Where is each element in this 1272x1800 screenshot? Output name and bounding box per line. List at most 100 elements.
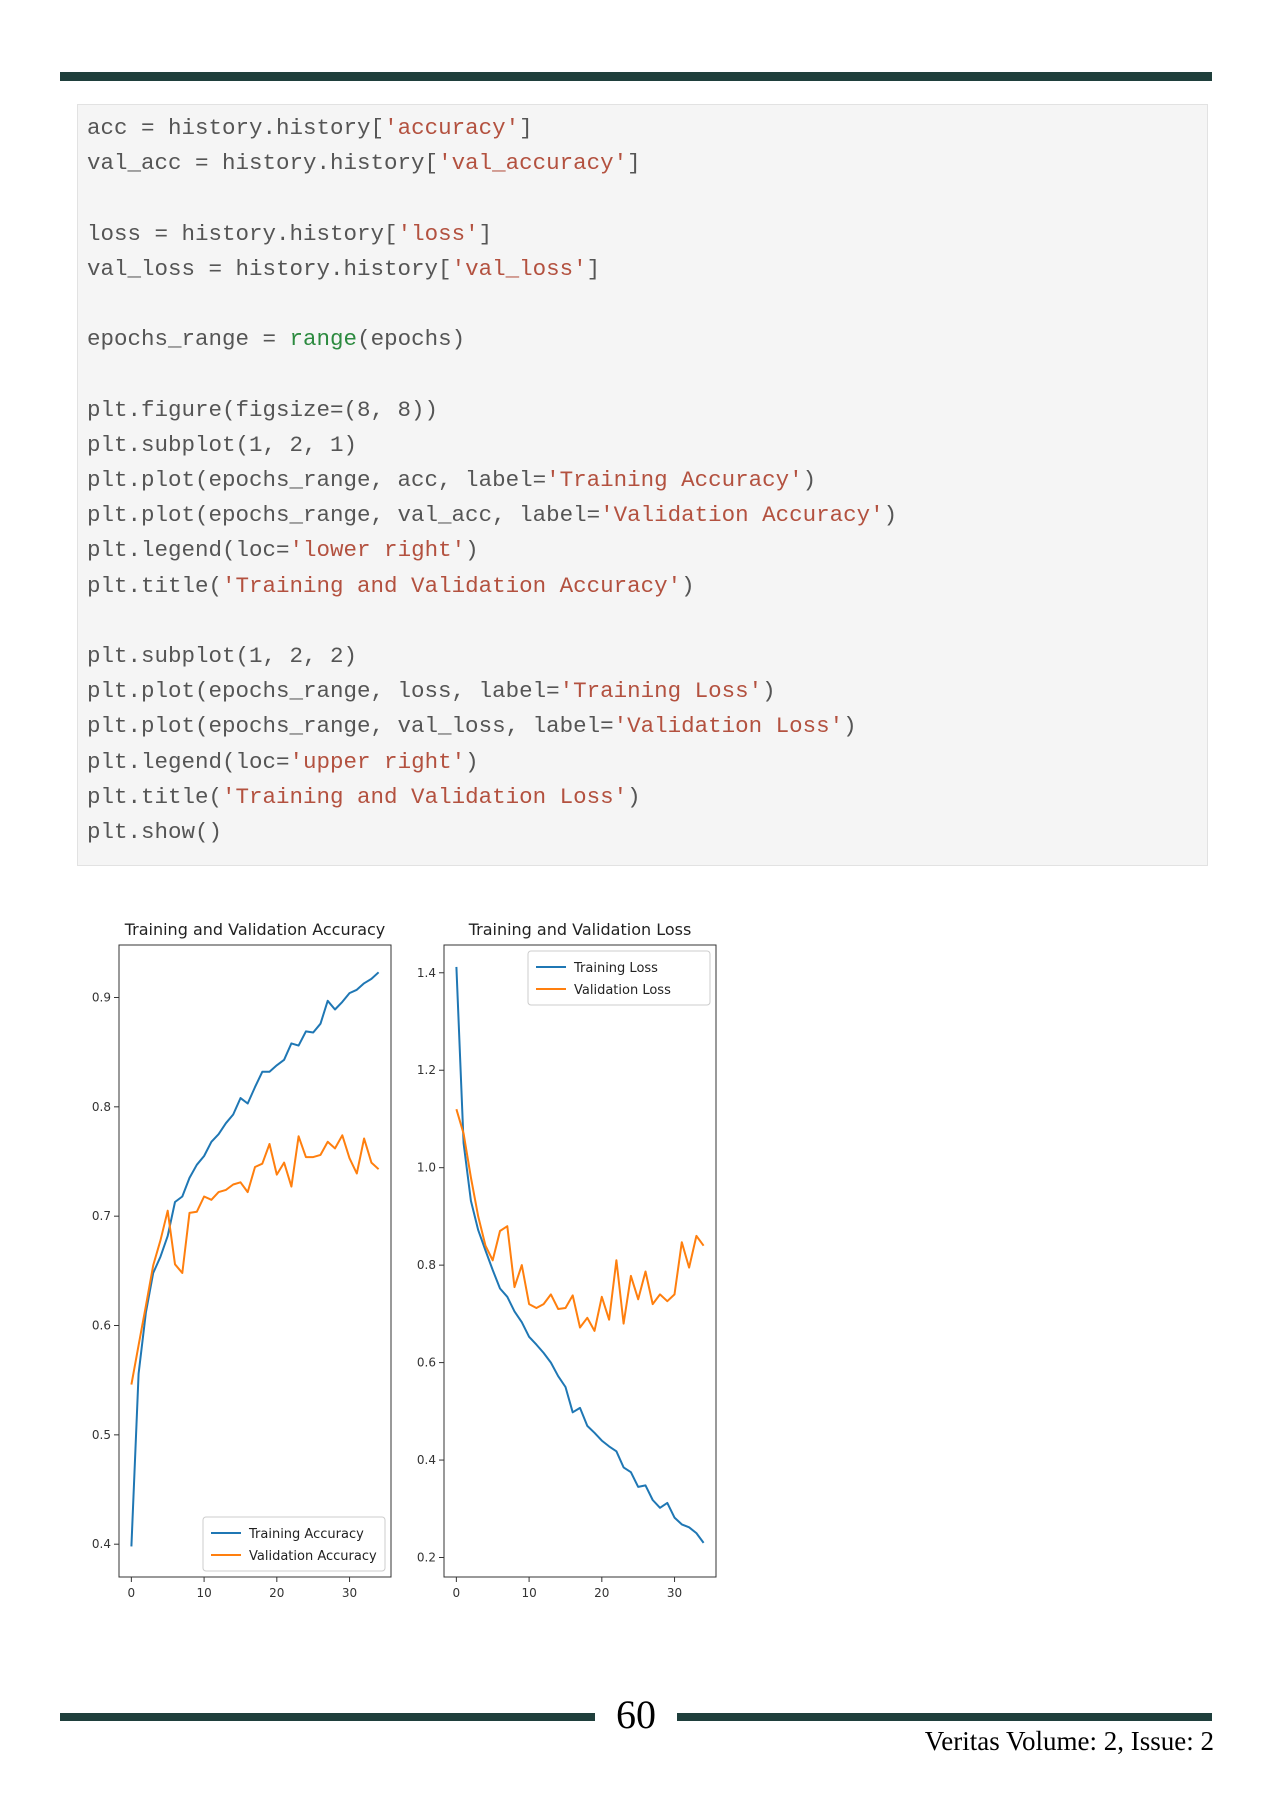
code-token: plt.plot(epochs_range, val_loss, label= bbox=[87, 713, 614, 740]
code-token: ) bbox=[802, 466, 817, 493]
legend-label: Training Accuracy bbox=[248, 1527, 364, 1542]
series-line-validation-loss bbox=[455, 1108, 705, 1332]
x-tick-label: 10 bbox=[196, 1586, 211, 1600]
code-string-token: 'Training and Validation Loss' bbox=[222, 783, 628, 810]
code-line: plt.title('Training and Validation Loss'… bbox=[87, 780, 897, 815]
code-line: plt.show() bbox=[87, 815, 897, 850]
code-token: val_acc = history.history[ bbox=[87, 150, 439, 177]
code-token: ] bbox=[478, 220, 493, 247]
x-tick-label: 20 bbox=[269, 1586, 284, 1600]
code-token: ) bbox=[465, 537, 479, 564]
x-tick-label: 0 bbox=[128, 1586, 136, 1600]
code-line bbox=[87, 357, 897, 392]
code-token: plt.subplot(1, 2, 2) bbox=[87, 642, 358, 669]
code-line: acc = history.history['accuracy'] bbox=[87, 111, 897, 146]
figure-training-curves: Training and Validation Accuracy 0.4 0.5 0.… bbox=[60, 900, 740, 1620]
y-tick-label: 1.2 bbox=[417, 1063, 436, 1077]
axes-frame bbox=[118, 944, 392, 1578]
code-line: plt.legend(loc='upper right') bbox=[87, 745, 897, 780]
code-token: plt.title( bbox=[87, 572, 223, 599]
chart-accuracy: Training and Validation Accuracy 0.4 0.5 0.… bbox=[92, 920, 392, 1600]
code-token: plt.legend(loc= bbox=[87, 748, 290, 775]
code-string-token: 'val_accuracy' bbox=[438, 150, 628, 177]
code-token: loss = history.history[ bbox=[87, 220, 398, 247]
y-tick-label: 0.4 bbox=[417, 1453, 436, 1467]
code-line: val_loss = history.history['val_loss'] bbox=[87, 252, 897, 287]
code-line bbox=[87, 287, 897, 322]
code-token: ) bbox=[465, 748, 479, 775]
code-builtin-token: range bbox=[289, 326, 358, 353]
code-line: plt.plot(epochs_range, val_loss, label='… bbox=[87, 709, 897, 744]
y-tick-label: 0.8 bbox=[417, 1258, 436, 1272]
series-line-validation-accuracy bbox=[130, 1134, 380, 1385]
code-string-token: 'lower right' bbox=[289, 537, 466, 564]
code-token: ] bbox=[519, 115, 533, 141]
legend: Training Loss Validation Loss bbox=[527, 950, 711, 1006]
y-tick-label: 0.7 bbox=[92, 1209, 111, 1223]
top-rule bbox=[60, 72, 1212, 81]
code-line: loss = history.history['loss'] bbox=[87, 217, 897, 252]
y-tick-label: 0.2 bbox=[417, 1551, 436, 1565]
legend-box bbox=[202, 1516, 386, 1572]
y-tick-label: 0.6 bbox=[92, 1319, 111, 1333]
chart-title: Training and Validation Accuracy bbox=[124, 920, 386, 939]
code-line bbox=[87, 604, 897, 639]
code-token: plt.subplot(1, 2, 1) bbox=[87, 431, 358, 458]
code-string-token: 'Training and Validation Accuracy' bbox=[222, 572, 682, 599]
code-token: plt.plot(epochs_range, val_acc, label= bbox=[87, 502, 601, 529]
code-token: ) bbox=[843, 713, 857, 740]
legend-label: Validation Loss bbox=[574, 983, 671, 998]
y-tick-label: 1.0 bbox=[417, 1161, 436, 1175]
code-line: plt.plot(epochs_range, val_acc, label='V… bbox=[87, 498, 897, 533]
code-token: ) bbox=[681, 572, 695, 599]
axes-frame bbox=[443, 944, 717, 1578]
x-tick-label: 30 bbox=[667, 1586, 682, 1600]
legend: Training Accuracy Validation Accuracy bbox=[202, 1516, 386, 1572]
code-token: plt.plot(epochs_range, acc, label= bbox=[87, 466, 547, 493]
code-token: plt.legend(loc= bbox=[87, 537, 290, 564]
y-tick-label: 0.8 bbox=[92, 1100, 111, 1114]
code-cell: acc = history.history['accuracy'] val_acc… bbox=[77, 104, 1208, 866]
series-line-training-accuracy bbox=[130, 971, 380, 1547]
code-string-token: 'val_loss' bbox=[451, 255, 587, 282]
code-token: ) bbox=[762, 678, 776, 705]
code-string-token: 'Validation Accuracy' bbox=[600, 502, 884, 529]
code-line: plt.subplot(1, 2, 1) bbox=[87, 428, 897, 463]
y-tick-label: 0.9 bbox=[92, 990, 111, 1004]
y-tick-label: 0.6 bbox=[417, 1356, 436, 1370]
journal-issue-line: Veritas Volume: 2, Issue: 2 bbox=[924, 1726, 1214, 1756]
code-string-token: 'upper right' bbox=[289, 748, 466, 775]
code-line: plt.figure(figsize=(8, 8)) bbox=[87, 393, 897, 428]
chart-title: Training and Validation Loss bbox=[468, 920, 692, 939]
code-line: plt.legend(loc='lower right') bbox=[87, 533, 897, 568]
x-tick-label: 10 bbox=[521, 1586, 536, 1600]
legend-box bbox=[527, 950, 711, 1006]
code-token: val_loss = history.history[ bbox=[87, 255, 452, 282]
code-token: plt.show() bbox=[87, 819, 223, 845]
legend-label: Validation Accuracy bbox=[249, 1549, 377, 1564]
series-line-training-loss bbox=[455, 966, 705, 1544]
code-string-token: 'loss' bbox=[397, 220, 479, 247]
code-string-token: 'Training Accuracy' bbox=[546, 466, 803, 493]
code-token: (epochs) bbox=[357, 326, 466, 353]
code-string-token: 'Training Loss' bbox=[559, 678, 763, 705]
matplotlib-figure: Training and Validation Accuracy 0.4 0.5 0.… bbox=[92, 920, 717, 1600]
code-token: plt.figure(figsize=(8, 8)) bbox=[87, 396, 439, 423]
code-string-token: 'accuracy' bbox=[384, 115, 520, 141]
x-tick-label: 0 bbox=[453, 1586, 461, 1600]
code-token: plt.title( bbox=[87, 783, 223, 810]
footer-rule-left bbox=[60, 1713, 595, 1721]
chart-loss: Training and Validation Loss 0.2 0.4 0.6 0.8… bbox=[417, 920, 717, 1600]
code-token: ) bbox=[883, 502, 898, 529]
code-token: ] bbox=[586, 255, 601, 282]
code-line: val_acc = history.history['val_accuracy'… bbox=[87, 146, 897, 181]
code-line: plt.subplot(1, 2, 2) bbox=[87, 639, 897, 674]
page-number: 60 bbox=[616, 1692, 656, 1737]
footer-rule-right bbox=[677, 1713, 1212, 1721]
code-listing: acc = history.history['accuracy'] val_acc… bbox=[87, 111, 897, 850]
code-token: epochs_range = bbox=[87, 326, 290, 353]
code-token: acc = history.history[ bbox=[87, 115, 385, 141]
x-tick-label: 30 bbox=[342, 1586, 357, 1600]
y-tick-label: 0.4 bbox=[92, 1537, 111, 1551]
y-tick-label: 1.4 bbox=[417, 966, 436, 980]
